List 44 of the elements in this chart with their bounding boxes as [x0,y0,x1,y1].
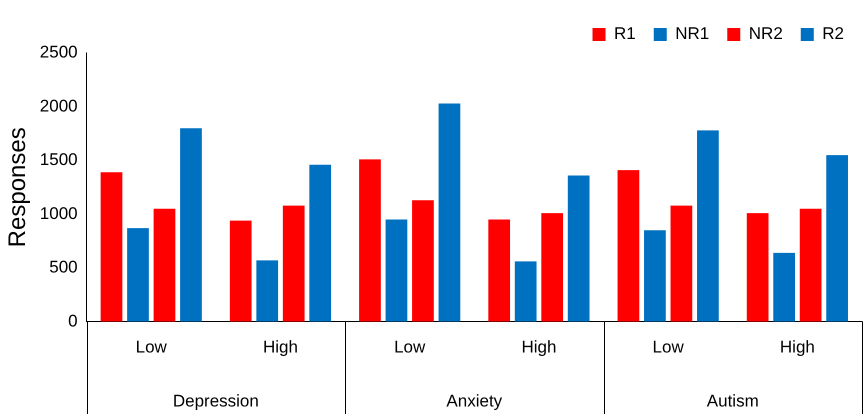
y-tick-label: 2500 [40,42,78,62]
x-tick-label: High [262,337,298,356]
bar [568,175,590,322]
x-tick-label: Low [136,337,168,356]
x-tick-label: High [521,337,556,356]
y-tick-label: 0 [68,311,78,330]
legend-label: NR2 [748,24,783,44]
bar [488,220,510,322]
bar [359,159,381,322]
bar [618,170,640,322]
bar [800,208,822,322]
legend-label: NR1 [675,24,710,44]
text: Anxiety [446,392,503,411]
bar [412,200,434,322]
text: Depression [172,392,259,411]
bar [670,206,692,322]
y-axis-title: Responses [4,127,32,248]
legend-label: R1 [614,24,636,44]
bar [180,128,202,322]
bar [282,206,305,322]
bar [438,103,460,322]
x-tick-label: Low [652,337,684,356]
bar [230,220,252,322]
bar [826,155,848,322]
bar [773,252,795,322]
y-tick-label: 500 [49,258,78,277]
bar [100,172,122,322]
bar [746,213,769,322]
x-tick-label: Low [394,337,426,356]
text: Autism [706,392,759,411]
bar [514,261,537,322]
bar [697,130,719,322]
bar [541,213,564,322]
bar [386,220,408,322]
x-tick-label: High [780,337,815,356]
bar [154,208,176,322]
bar [644,230,666,322]
bar [256,260,278,322]
y-tick-label: 1500 [40,150,78,170]
bar [127,228,149,322]
legend-label: R2 [822,24,844,44]
bar [309,164,332,322]
y-tick-label: 2000 [40,96,78,116]
y-tick-label: 1000 [40,204,78,223]
